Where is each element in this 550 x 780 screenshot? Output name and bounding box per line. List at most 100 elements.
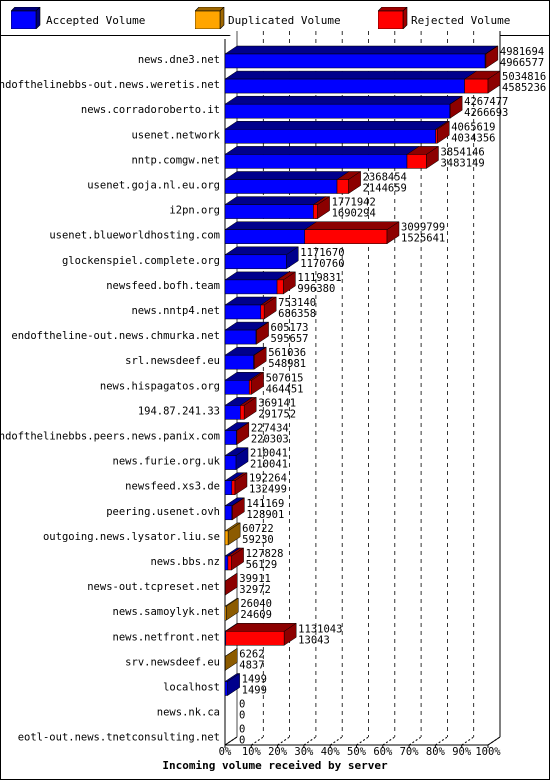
bar-side [283,271,296,295]
grid-floor-line [329,736,343,746]
category-label: news.samoylyk.net [113,606,220,618]
value-label-bottom: 13043 [298,634,330,646]
value-label-top: 2368454 [363,172,407,184]
bar-segment [224,405,241,420]
bar-segment [276,279,284,295]
category-label: news.furie.org.uk [113,456,221,468]
value-label-top: 4981694 [500,46,544,58]
category-label: nntp.comgw.net [131,154,220,166]
category-label: localhost [163,682,220,694]
value-label-bottom: 0 [239,710,245,722]
legend-item-rejected: Rejected Volume [377,6,510,30]
bar-segment [224,154,408,169]
value-label-bottom: 2144659 [363,183,407,195]
value-label-top: 0 [239,699,245,711]
value-label-top: 141169 [246,498,284,510]
value-label-bottom: 4034356 [451,132,495,144]
value-label-top: 5034816 [502,71,546,83]
x-tick-label: 70% [400,746,420,758]
bar-segment [224,103,451,119]
value-label-top: 1171670 [300,247,344,259]
bar-side [436,120,450,144]
value-label-bottom: 56129 [246,559,278,571]
category-label: srv.newsdeef.eu [125,656,220,668]
bar-side [235,447,249,471]
grid-floor-line [382,736,396,746]
bar-segment [260,304,265,320]
value-label-top: 3099799 [401,222,445,234]
bar-side [231,547,244,571]
legend: Accepted Volume Duplicated Volume Reject… [1,1,549,36]
value-label-bottom: 4837 [239,659,264,671]
value-label-top: 753140 [278,297,316,309]
value-label-top: 561036 [268,347,306,359]
value-label-bottom: 24609 [240,609,272,621]
value-label-top: 60722 [242,523,274,535]
category-label: news.nntp4.net [131,305,220,317]
category-label: news.corradoroberto.it [81,104,220,116]
bar-segment [336,179,349,194]
value-label-top: 4267477 [464,96,508,108]
bar-side [227,522,241,546]
value-label-top: 227434 [251,423,289,435]
legend-label-duplicated: Duplicated Volume [228,14,341,27]
bar-side [283,622,297,646]
bar-side [251,371,264,395]
bar-side [236,422,250,445]
bar-segment [406,154,427,169]
x-tick-label: 80% [426,746,446,758]
grid-floor-line [277,736,290,746]
category-label: news.dne3.net [138,54,220,66]
bar-segment [224,681,228,696]
value-label-bottom: 548981 [268,358,306,370]
legend-item-duplicated: Duplicated Volume [194,6,341,30]
bar-side [485,45,499,69]
bar-top [224,171,350,180]
value-label-bottom: 132499 [249,484,287,496]
x-tick-label: 50% [347,746,367,758]
bar-top [224,95,463,105]
bar-segment [224,279,278,295]
bar-segment [224,505,233,521]
bar-side [348,171,361,194]
grid-floor-line [303,736,317,746]
bar-segment [224,78,465,94]
bar-segment [225,631,285,646]
bar-side [317,196,330,220]
bar-top [224,146,420,155]
bar-segment [240,405,245,420]
category-label: eotl-out.news.tnetconsulting.net [18,732,220,744]
value-label-bottom: 0 [239,735,245,747]
bar-segment [224,555,229,571]
bar-top [224,45,498,55]
bar-side [286,246,299,270]
bar-top [224,246,300,256]
category-label: usenet.goja.nl.eu.org [87,180,220,192]
bar-side [263,296,277,320]
value-label-top: 26040 [240,598,272,610]
bar-side [449,95,463,119]
bar-side [243,396,257,420]
value-label-top: 369141 [258,397,296,409]
value-label-top: 1499 [242,674,267,686]
x-tick-label: 30% [294,746,314,758]
bar-side [426,145,439,169]
value-label-bottom: 4266693 [464,107,508,119]
value-label-top: 4065619 [451,121,495,133]
bar-side [226,597,239,621]
value-label-top: 3854146 [440,146,484,158]
category-label: 194.87.241.33 [138,405,220,417]
value-label-bottom: 1690294 [332,208,376,220]
category-label: glockenspiel.complete.org [62,255,220,267]
category-label: endoftheline-out.news.chmurka.net [11,330,220,342]
bar-side [256,321,269,345]
bar-side [225,572,238,596]
category-label: newsfeed.xs3.de [125,481,220,493]
value-label-top: 1119831 [297,272,341,284]
bar-segment [224,329,257,345]
category-label: srl.newsdeef.eu [125,355,220,367]
grid-floor-line [224,736,238,746]
category-label: news.netfront.net [113,631,220,643]
bar-segment [224,530,229,546]
